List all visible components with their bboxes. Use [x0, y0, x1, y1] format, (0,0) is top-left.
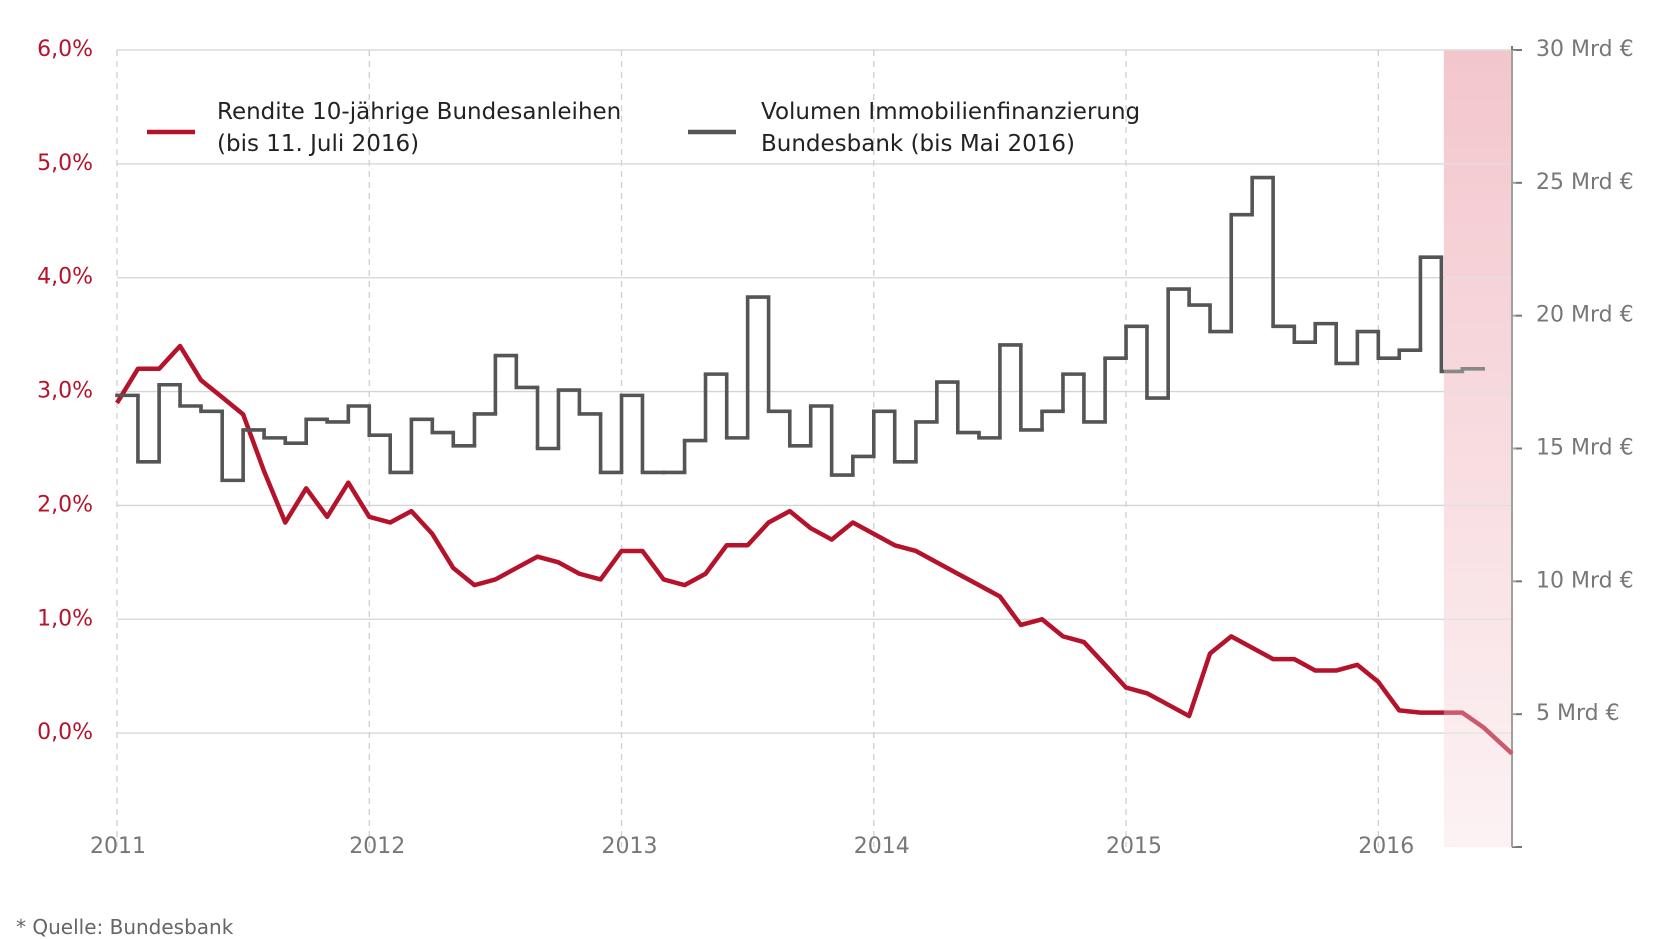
highlight-overlay: [1443, 50, 1516, 847]
y2-tick-label: 20 Mrd €: [1536, 303, 1634, 328]
y2-tick-label: 15 Mrd €: [1536, 436, 1634, 461]
y-tick-label: 6,0%: [37, 37, 93, 62]
x-tick-label: 2014: [854, 834, 910, 859]
y-tick-label: 5,0%: [37, 151, 93, 176]
y-tick-label: 1,0%: [37, 606, 93, 631]
x-tick-label: 2016: [1358, 834, 1414, 859]
y-tick-label: 3,0%: [37, 379, 93, 404]
source-note: * Quelle: Bundesbank: [16, 915, 234, 939]
y2-tick-label: 5 Mrd €: [1536, 701, 1620, 726]
legend-label: Rendite 10-jährige Bundesanleihen (bis 1…: [217, 99, 622, 157]
y2-tick-label: 25 Mrd €: [1536, 170, 1634, 195]
y2-tick-label: 10 Mrd €: [1536, 568, 1634, 593]
volume-riser: [136, 177, 1465, 481]
y-tick-label: 0,0%: [37, 720, 93, 745]
x-tick-label: 2015: [1106, 834, 1162, 859]
y2-tick-label: 30 Mrd €: [1536, 37, 1634, 62]
x-tick-label: 2011: [90, 834, 146, 859]
x-tick-label: 2013: [602, 834, 658, 859]
x-tick-label: 2012: [349, 834, 405, 859]
y-tick-label: 4,0%: [37, 265, 93, 290]
legend-label: Volumen Immobilienfinanzierung Bundesban…: [761, 99, 1141, 157]
y-tick-label: 2,0%: [37, 492, 93, 517]
yield-line: [115, 343, 1514, 756]
